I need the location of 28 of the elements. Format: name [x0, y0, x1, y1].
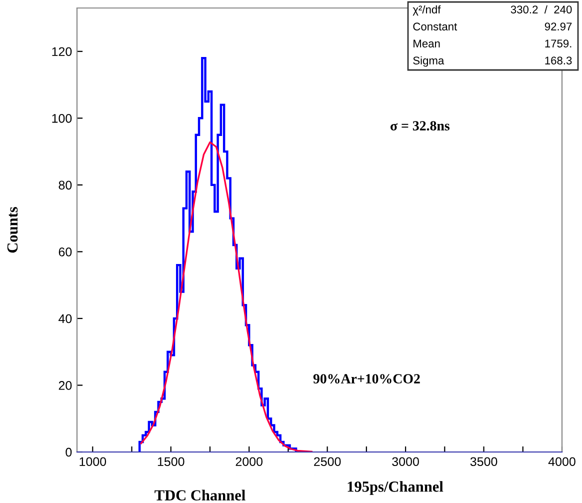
x-tick-label: 1500 [158, 457, 184, 466]
x-axis-title: TDC Channel [154, 490, 246, 500]
x-tick-label: 3500 [470, 457, 498, 466]
y-tick-label: 40 [58, 314, 72, 324]
y-tick-label: 100 [52, 114, 72, 123]
y-tick-label: 0 [66, 448, 72, 457]
x-tick-label: 3000 [392, 457, 419, 466]
annotation: Mean [414, 40, 440, 48]
annotation: σ = 32.8ns [390, 121, 450, 131]
annotation: Sigma [413, 56, 444, 67]
x-tick-label: 2500 [314, 457, 341, 466]
x-tick-label: 4000 [548, 457, 576, 466]
x-tick-label: 2000 [236, 457, 263, 466]
annotation: 92.97 [544, 22, 572, 30]
y-tick-label: 80 [58, 180, 72, 190]
x-tick-label: 1000 [80, 457, 106, 466]
annotation: 168.3 [545, 56, 572, 64]
y-tick-label: 20 [58, 381, 72, 390]
text: 195ps/Channel [348, 481, 444, 495]
annotation: Constant [413, 22, 458, 30]
annotation: 90%Ar+10%CO2 [313, 374, 420, 384]
line-series [140, 141, 313, 452]
annotation: 1759. [545, 40, 572, 48]
annotation: 330.2 / 240 [510, 5, 572, 14]
y-tick-label: 60 [58, 248, 72, 256]
annotation: χ²/ndf [412, 5, 441, 16]
y-tick-label: 120 [52, 47, 72, 56]
y-axis-title: Counts [7, 207, 18, 253]
